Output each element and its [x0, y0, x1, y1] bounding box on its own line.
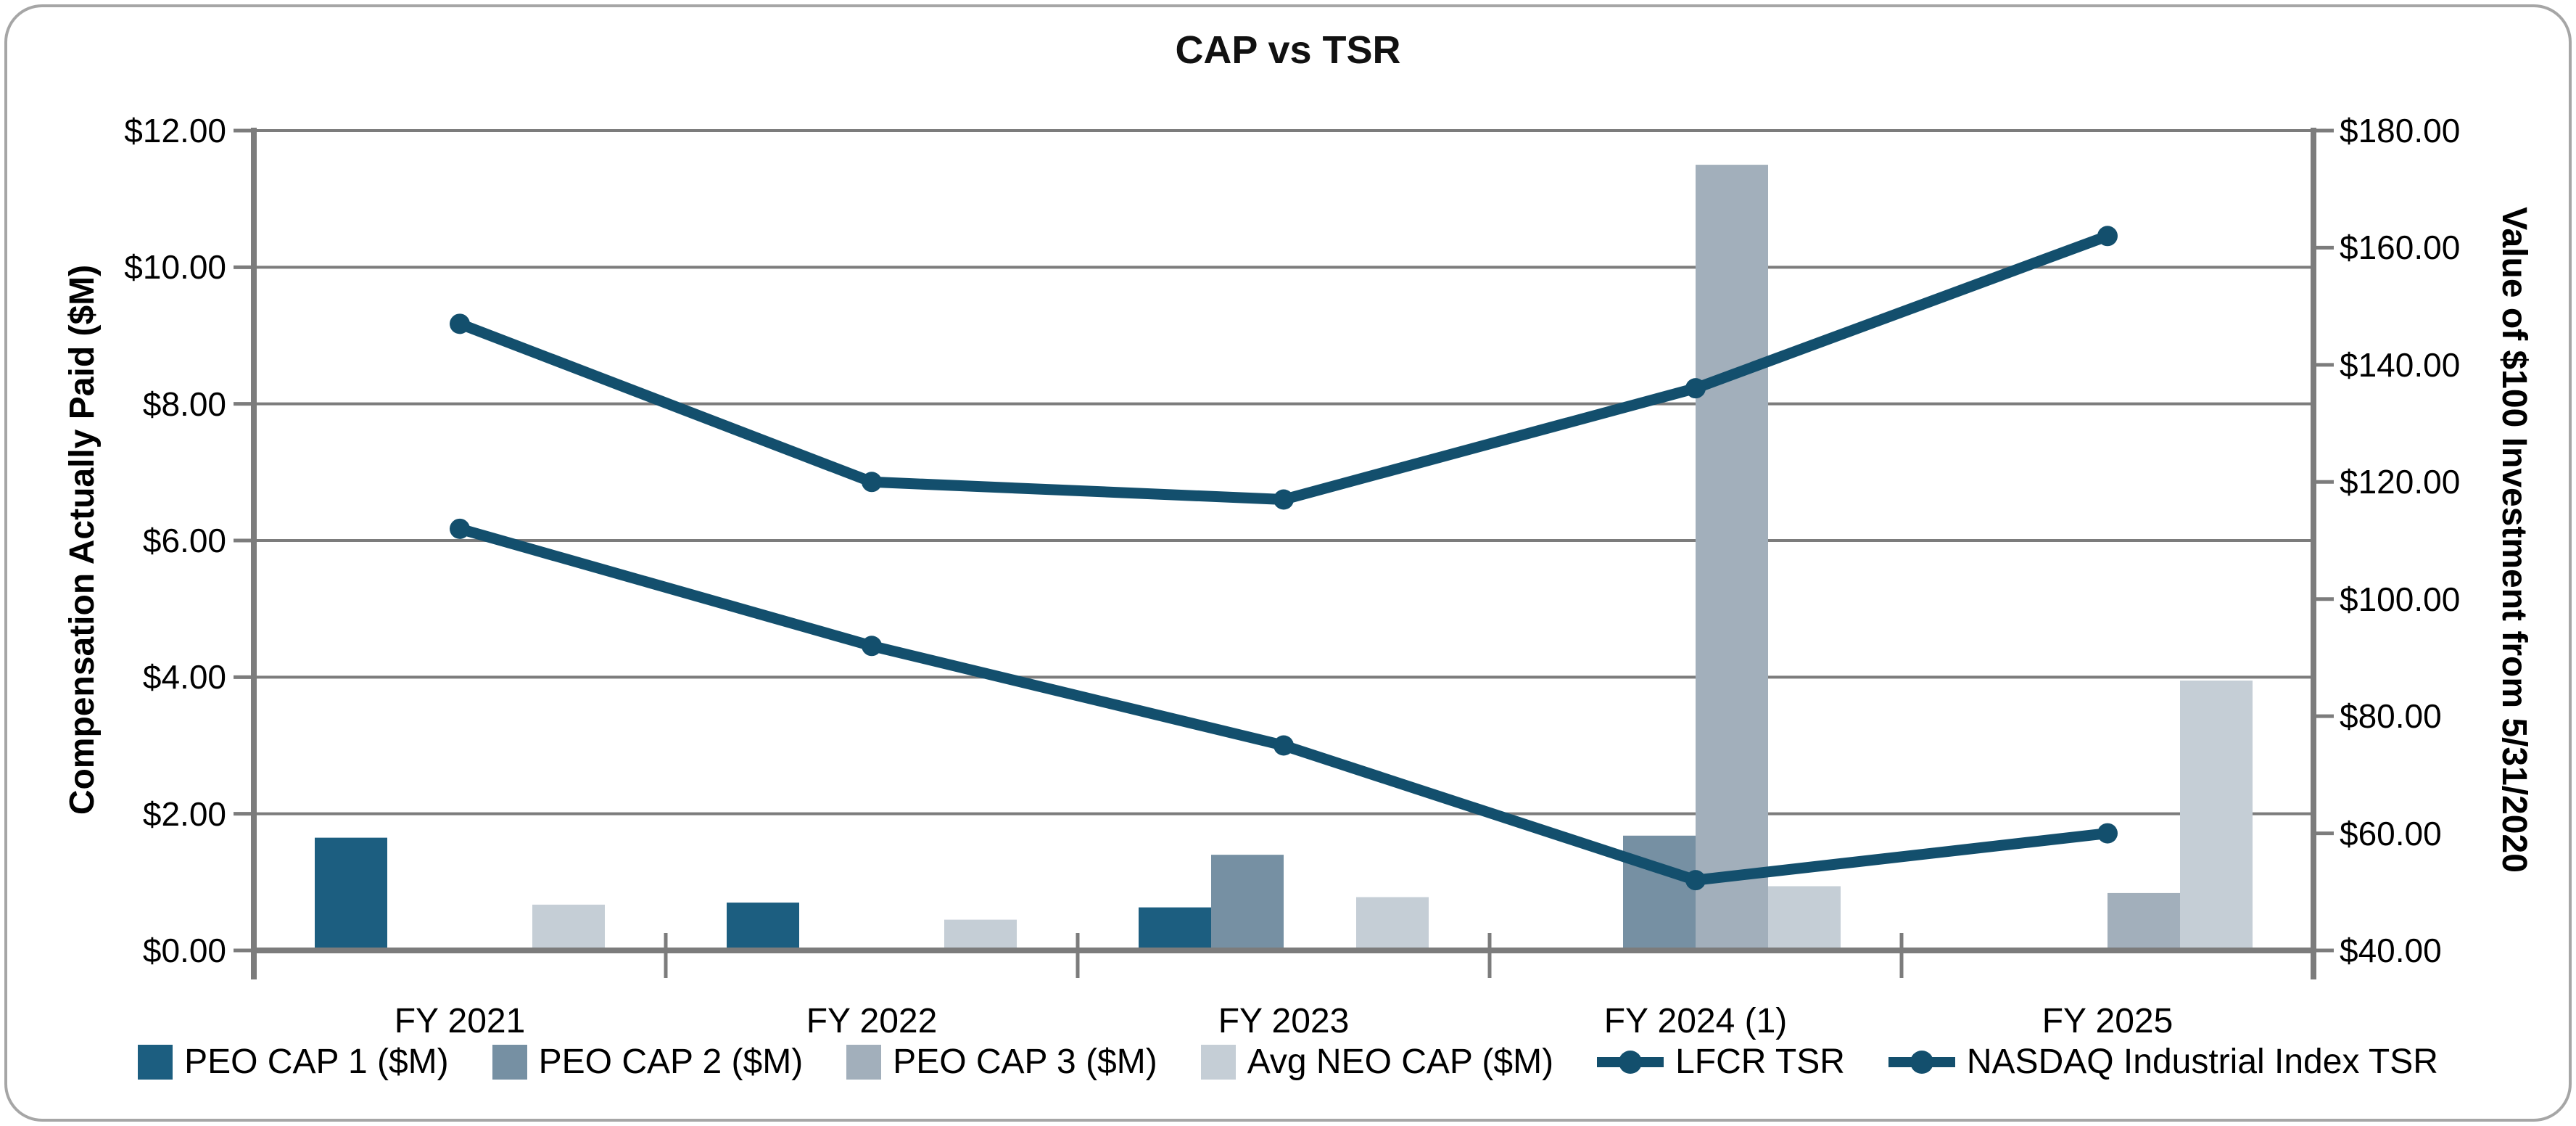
bar-peo-cap-3-m-fy-2025	[2108, 892, 2180, 950]
legend: PEO CAP 1 ($M) PEO CAP 2 ($M) PEO CAP 3 ($…	[7, 1042, 2569, 1082]
legend-label: Avg NEO CAP ($M)	[1247, 1043, 1554, 1081]
legend-label: NASDAQ Industrial Index TSR	[1966, 1043, 2438, 1081]
marker-lfcr-tsr-fy-2022	[862, 636, 882, 657]
legend-item-lfcr-tsr: LFCR TSR	[1597, 1042, 1845, 1082]
legend-label: LFCR TSR	[1675, 1043, 1845, 1081]
marker-nasdaq-industrial-index-tsr-fy-2021	[450, 313, 470, 334]
bar-avg-neo-cap-m-fy-2022	[944, 919, 1017, 950]
x-axis-label: FY 2025	[2042, 1002, 2174, 1040]
y-right-tick-label: $120.00	[2340, 463, 2461, 501]
marker-lfcr-tsr-fy-2021	[450, 518, 470, 539]
y-right-tick-label: $160.00	[2340, 229, 2461, 267]
legend-label: PEO CAP 2 ($M)	[538, 1043, 804, 1081]
legend-label: PEO CAP 3 ($M)	[893, 1043, 1157, 1081]
legend-dot-icon	[1910, 1050, 1933, 1074]
y-right-tick-label: $140.00	[2340, 345, 2461, 384]
bar-peo-cap-1-m-fy-2022	[727, 903, 799, 950]
marker-nasdaq-industrial-index-tsr-fy-2023	[1273, 489, 1294, 510]
legend-label: PEO CAP 1 ($M)	[184, 1043, 449, 1081]
y-left-tick-label: $12.00	[124, 112, 226, 149]
marker-nasdaq-industrial-index-tsr-fy-2022	[862, 472, 882, 493]
bar-avg-neo-cap-m-fy-2024-1	[1768, 886, 1841, 950]
marker-nasdaq-industrial-index-tsr-fy-2024-1	[1685, 378, 1706, 399]
legend-line-marker-icon	[1597, 1045, 1664, 1080]
marker-lfcr-tsr-fy-2023	[1273, 735, 1294, 756]
legend-swatch-icon	[1200, 1044, 1236, 1080]
y-right-tick-label: $80.00	[2340, 697, 2442, 736]
bar-peo-cap-1-m-fy-2021	[315, 837, 387, 950]
y-right-tick-label: $180.00	[2340, 112, 2461, 149]
x-axis-label: FY 2021	[394, 1002, 526, 1040]
legend-item-peo-cap-1-m: PEO CAP 1 ($M)	[138, 1042, 449, 1082]
bar-peo-cap-3-m-fy-2024-1	[1696, 165, 1768, 950]
y-left-tick-label: $8.00	[142, 385, 226, 423]
marker-lfcr-tsr-fy-2025	[2097, 823, 2118, 844]
y-left-tick-label: $0.00	[142, 932, 226, 969]
legend-line-marker-icon	[1888, 1045, 1955, 1080]
bar-peo-cap-2-m-fy-2023	[1211, 855, 1284, 950]
y-right-tick-label: $40.00	[2340, 932, 2442, 969]
legend-swatch-icon	[492, 1044, 527, 1080]
line-nasdaq-industrial-index-tsr	[454, 230, 2113, 505]
chart-title: CAP vs TSR	[1175, 28, 1401, 72]
chart-card: CAP vs TSR Compensation Actually Paid ($…	[4, 4, 2572, 1122]
bar-avg-neo-cap-m-fy-2021	[532, 904, 605, 950]
bar-peo-cap-2-m-fy-2024-1	[1623, 835, 1696, 950]
legend-swatch-icon	[138, 1044, 173, 1080]
y-right-tick-label: $100.00	[2340, 580, 2461, 618]
x-axis-label: FY 2024 (1)	[1603, 1002, 1788, 1040]
bar-avg-neo-cap-m-fy-2023	[1356, 897, 1429, 950]
x-axis-label: FY 2023	[1218, 1002, 1350, 1040]
legend-item-peo-cap-2-m: PEO CAP 2 ($M)	[492, 1042, 804, 1082]
line-lfcr-tsr	[454, 523, 2113, 886]
y-right-tick-label: $60.00	[2340, 814, 2442, 852]
y-left-tick-label: $10.00	[124, 248, 226, 287]
marker-nasdaq-industrial-index-tsr-fy-2025	[2097, 226, 2118, 247]
bar-avg-neo-cap-m-fy-2025	[2180, 681, 2253, 950]
y-left-tick-label: $6.00	[142, 522, 226, 559]
legend-item-avg-neo-cap-m: Avg NEO CAP ($M)	[1200, 1042, 1554, 1082]
legend-dot-icon	[1619, 1050, 1643, 1074]
x-axis-label: FY 2022	[806, 1002, 938, 1040]
bar-peo-cap-1-m-fy-2023	[1139, 907, 1211, 950]
marker-lfcr-tsr-fy-2024-1	[1685, 870, 1706, 891]
y-left-tick-label: $2.00	[142, 794, 226, 833]
y-left-tick-label: $4.00	[142, 658, 226, 696]
plot-area	[234, 128, 2334, 979]
legend-swatch-icon	[846, 1044, 882, 1080]
legend-item-nasdaq-industrial-index-tsr: NASDAQ Industrial Index TSR	[1888, 1042, 2438, 1082]
legend-item-peo-cap-3-m: PEO CAP 3 ($M)	[846, 1042, 1157, 1082]
